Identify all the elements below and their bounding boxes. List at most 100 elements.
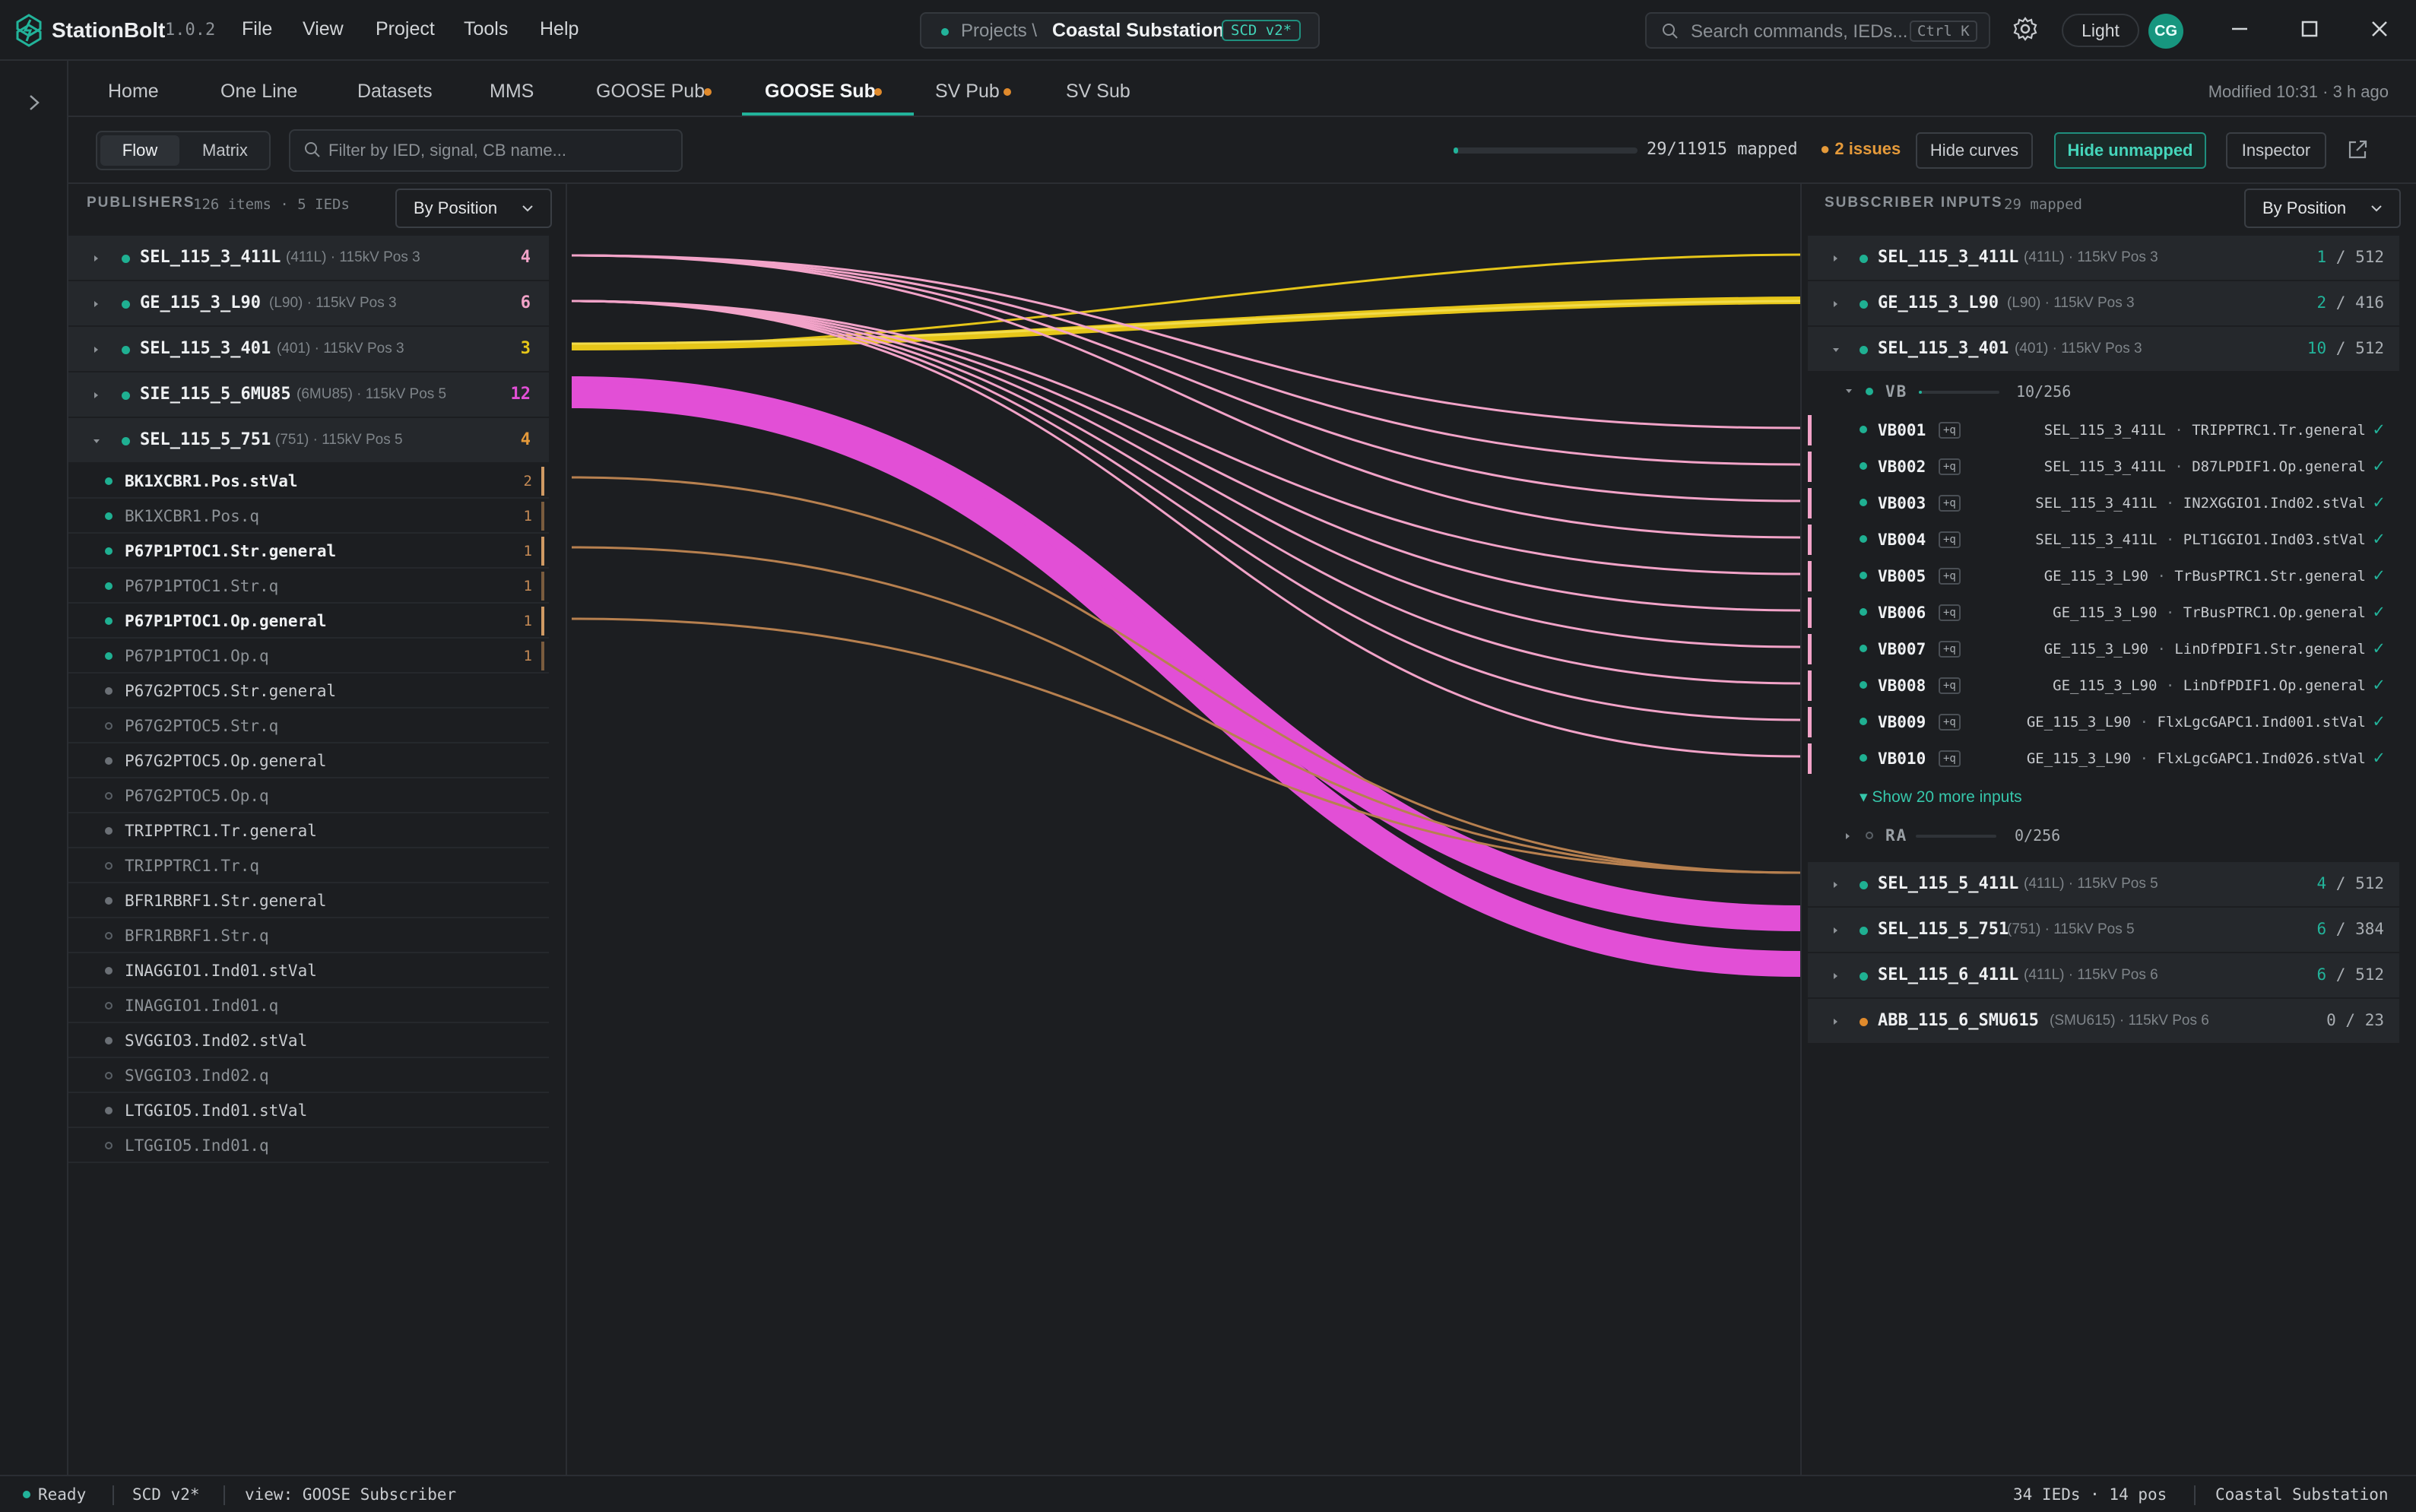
flow-curve[interactable] <box>571 300 1800 758</box>
theme-toggle-button[interactable]: Light <box>2062 14 2139 47</box>
subscriber-ied-row[interactable]: SEL_115_6_411L (411L) · 115kV Pos 6 6 / 51… <box>1808 953 2399 999</box>
subscriber-input-row[interactable]: VB002 +q SEL_115_3_411L · D87LPDIF1.Op.gen… <box>1808 449 2399 485</box>
publisher-ied-row[interactable]: SIE_115_5_6MU85 (6MU85) · 115kV Pos 5 12 <box>68 372 549 418</box>
flow-band[interactable] <box>571 376 1800 931</box>
subscriber-ied-row[interactable]: SEL_115_5_751 (751) · 115kV Pos 5 6 / 384 <box>1808 908 2399 953</box>
publisher-signal-row[interactable]: SVGGIO3.Ind02.q <box>68 1058 549 1093</box>
issues-indicator[interactable]: ● 2 issues <box>1820 139 1901 158</box>
hide-unmapped-button[interactable]: Hide unmapped <box>2054 132 2206 169</box>
subscriber-input-row[interactable]: VB006 +q GE_115_3_L90 · TrBusPTRC1.Op.gene… <box>1808 594 2399 631</box>
expand-sidebar-chevron-icon[interactable] <box>26 91 43 114</box>
publisher-signal-row[interactable]: LTGGIO5.Ind01.q <box>68 1128 549 1163</box>
flow-curve[interactable] <box>571 254 1800 430</box>
expand-triangle-icon[interactable] <box>1834 301 1837 307</box>
menu-tools[interactable]: Tools <box>464 18 509 40</box>
flow-curve[interactable] <box>571 617 1800 874</box>
collapse-triangle-icon[interactable] <box>1833 348 1839 352</box>
publisher-signal-row[interactable]: TRIPPTRC1.Tr.general <box>68 813 549 848</box>
publisher-signal-row[interactable]: P67G2PTOC5.Str.q <box>68 708 549 743</box>
command-search[interactable]: Search commands, IEDs... Ctrl K <box>1645 12 1990 49</box>
flow-curve[interactable] <box>571 300 1800 612</box>
publisher-signal-row[interactable]: P67P1PTOC1.Str.q 1 <box>68 569 549 604</box>
publisher-ied-row[interactable]: SEL_115_5_751 (751) · 115kV Pos 5 4 <box>68 418 549 464</box>
publisher-signal-row[interactable]: BK1XCBR1.Pos.stVal 2 <box>68 464 549 499</box>
project-switcher[interactable]: Projects \ Coastal Substation SCD v2* <box>920 12 1320 49</box>
subscriber-input-row[interactable]: VB005 +q GE_115_3_L90 · TrBusPTRC1.Str.gen… <box>1808 558 2399 594</box>
publisher-signal-row[interactable]: P67G2PTOC5.Op.q <box>68 778 549 813</box>
subscriber-input-row[interactable]: VB008 +q GE_115_3_L90 · LinDfPDIF1.Op.gene… <box>1808 667 2399 704</box>
collapse-triangle-icon[interactable] <box>1846 389 1852 393</box>
flow-curve[interactable] <box>571 300 1800 685</box>
show-more-link[interactable]: ▾ Show 20 more inputs <box>1860 788 2022 806</box>
input-group-ra[interactable]: RA 0/256 <box>1808 816 2399 856</box>
subscriber-ied-row[interactable]: SEL_115_3_411L (411L) · 115kV Pos 3 1 / … <box>1808 236 2399 281</box>
minimize-icon[interactable] <box>2224 14 2255 44</box>
subscriber-input-row[interactable]: VB003 +q SEL_115_3_411L · IN2XGGIO1.Ind02.… <box>1808 485 2399 521</box>
subscriber-input-row[interactable]: VB007 +q GE_115_3_L90 · LinDfPDIF1.Str.gen… <box>1808 631 2399 667</box>
expand-triangle-icon[interactable] <box>94 301 98 307</box>
subscribers-divider[interactable] <box>1800 184 1802 1475</box>
expand-triangle-icon[interactable] <box>1834 927 1837 934</box>
subscriber-input-row[interactable]: VB001 +q SEL_115_3_411L · TRIPPTRC1.Tr.gen… <box>1808 412 2399 449</box>
publisher-signal-row[interactable]: LTGGIO5.Ind01.stVal <box>68 1093 549 1128</box>
subscriber-ied-row[interactable]: GE_115_3_L90 (L90) · 115kV Pos 3 2 / 416 <box>1808 281 2399 327</box>
publishers-sort-dropdown[interactable]: By Position <box>395 189 552 228</box>
publisher-signal-row[interactable]: P67G2PTOC5.Str.general <box>68 674 549 708</box>
menu-view[interactable]: View <box>303 18 344 40</box>
publisher-signal-row[interactable]: INAGGIO1.Ind01.stVal <box>68 953 549 988</box>
flow-curve[interactable] <box>571 546 1800 874</box>
publisher-ied-row[interactable]: GE_115_3_L90 (L90) · 115kV Pos 3 6 <box>68 281 549 327</box>
tab-sv-sub[interactable]: SV Sub <box>1066 81 1130 102</box>
expand-triangle-icon[interactable] <box>1834 1019 1837 1025</box>
menu-file[interactable]: File <box>242 18 273 40</box>
publisher-signal-row[interactable]: BFR1RBRF1.Str.general <box>68 883 549 918</box>
expand-triangle-icon[interactable] <box>94 347 98 353</box>
publisher-ied-row[interactable]: SEL_115_3_401 (401) · 115kV Pos 3 3 <box>68 327 549 372</box>
view-matrix-button[interactable]: Matrix <box>202 141 248 160</box>
show-more-inputs[interactable]: ▾ Show 20 more inputs <box>1808 777 2399 816</box>
flow-curve[interactable] <box>571 476 1800 874</box>
tab-home[interactable]: Home <box>108 81 159 102</box>
flow-curve[interactable] <box>571 300 1800 648</box>
filter-input[interactable] <box>328 138 671 163</box>
flow-curve[interactable] <box>571 254 1800 502</box>
flow-curve[interactable] <box>571 300 1800 575</box>
publisher-signal-row[interactable]: INAGGIO1.Ind01.q <box>68 988 549 1023</box>
collapse-triangle-icon[interactable] <box>94 439 100 443</box>
menu-help[interactable]: Help <box>540 18 579 40</box>
publisher-signal-row[interactable]: BK1XCBR1.Pos.q 1 <box>68 499 549 534</box>
publisher-ied-row[interactable]: SEL_115_3_411L (411L) · 115kV Pos 3 4 <box>68 236 549 281</box>
publisher-signal-row[interactable]: TRIPPTRC1.Tr.q <box>68 848 549 883</box>
view-flow-button[interactable]: Flow <box>100 135 179 166</box>
subscriber-ied-row[interactable]: SEL_115_5_411L (411L) · 115kV Pos 5 4 / 51… <box>1808 862 2399 908</box>
tab-mms[interactable]: MMS <box>490 81 534 102</box>
publishers-divider[interactable] <box>566 184 567 1475</box>
breadcrumb-projects[interactable]: Projects \ <box>961 21 1038 41</box>
publisher-signal-row[interactable]: P67G2PTOC5.Op.general <box>68 743 549 778</box>
publisher-signal-row[interactable]: P67P1PTOC1.Op.general 1 <box>68 604 549 639</box>
publisher-signal-row[interactable]: BFR1RBRF1.Str.q <box>68 918 549 953</box>
subscriber-ied-row[interactable]: ABB_115_6_SMU615 (SMU615) · 115kV Pos 6 0 … <box>1808 999 2399 1044</box>
tab-goose-pub[interactable]: GOOSE Pub <box>596 81 705 102</box>
flow-band[interactable] <box>571 382 1800 977</box>
tab-datasets[interactable]: Datasets <box>357 81 433 102</box>
inspector-button[interactable]: Inspector <box>2226 132 2326 169</box>
expand-triangle-icon[interactable] <box>1834 255 1837 262</box>
subscribers-sort-dropdown[interactable]: By Position <box>2244 189 2401 228</box>
subscriber-input-row[interactable]: VB004 +q SEL_115_3_411L · PLT1GGIO1.Ind03.… <box>1808 521 2399 558</box>
publisher-signal-row[interactable]: P67P1PTOC1.Op.q 1 <box>68 639 549 674</box>
user-avatar[interactable]: CG <box>2148 14 2183 49</box>
flow-curve[interactable] <box>571 300 1800 345</box>
expand-triangle-icon[interactable] <box>1846 833 1850 839</box>
input-group-vb[interactable]: VB 10/256 <box>1808 372 2399 412</box>
hide-curves-button[interactable]: Hide curves <box>1916 132 2033 169</box>
subscriber-input-row[interactable]: VB010 +q GE_115_3_L90 · FlxLgcGAPC1.Ind026… <box>1808 740 2399 777</box>
tab-goose-sub[interactable]: GOOSE Sub <box>765 81 876 102</box>
flow-curve[interactable] <box>571 254 1800 539</box>
expand-triangle-icon[interactable] <box>94 392 98 398</box>
expand-triangle-icon[interactable] <box>1834 882 1837 888</box>
close-icon[interactable] <box>2364 14 2395 44</box>
expand-triangle-icon[interactable] <box>94 255 98 262</box>
menu-project[interactable]: Project <box>376 18 435 40</box>
expand-triangle-icon[interactable] <box>1834 973 1837 979</box>
